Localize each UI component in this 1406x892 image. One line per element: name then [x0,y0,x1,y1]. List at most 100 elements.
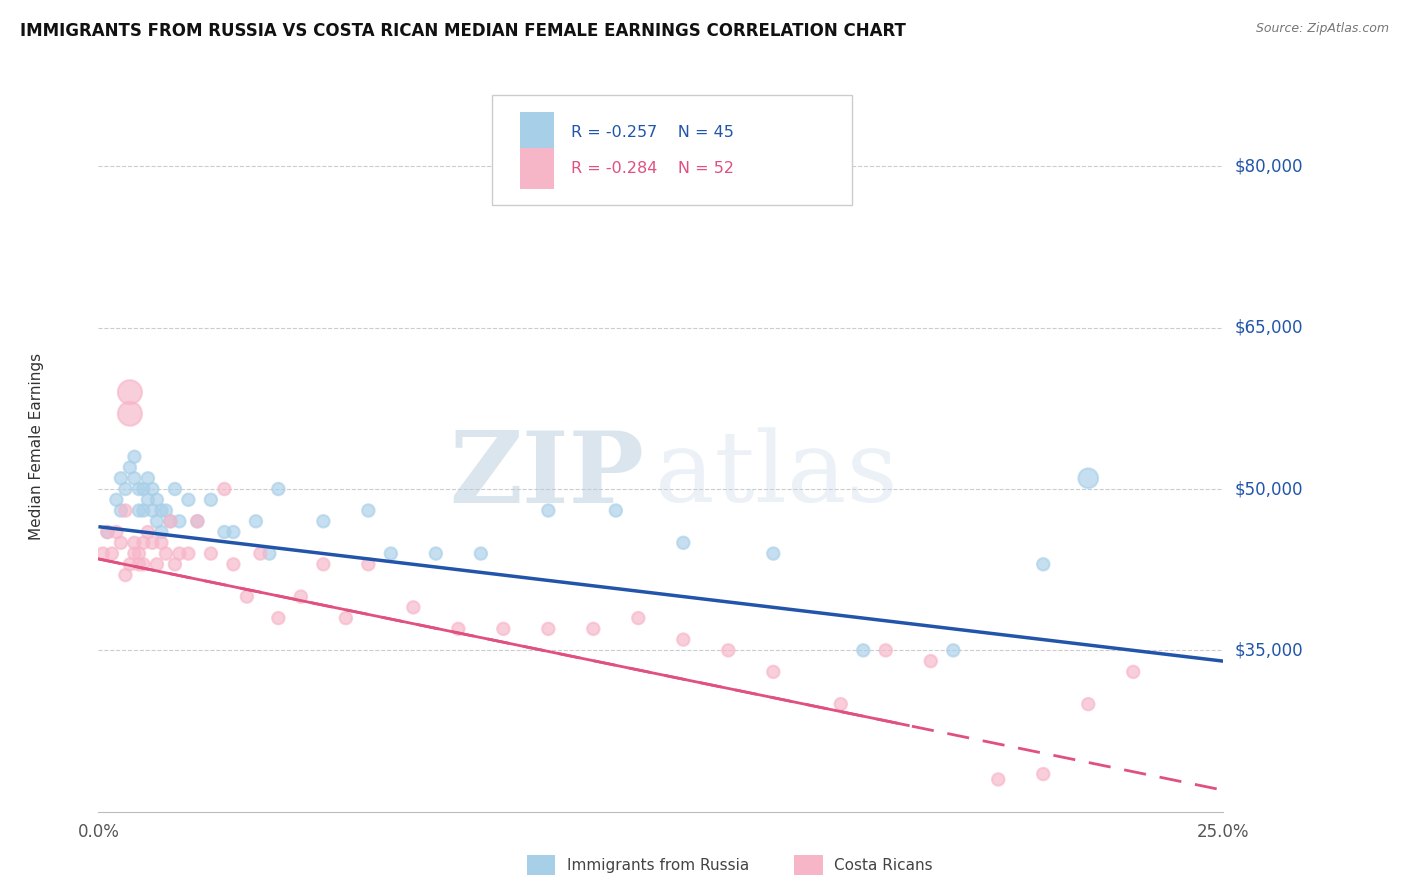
Point [582,622,605,636]
Point [249,547,271,561]
Point [118,460,141,475]
Point [537,622,560,636]
Point [214,482,236,496]
Point [447,622,470,636]
Point [114,482,136,496]
Point [105,492,128,507]
Point [177,547,200,561]
Point [627,611,650,625]
Point [236,590,259,604]
Point [186,514,208,528]
Point [163,482,186,496]
Text: $80,000: $80,000 [1234,157,1303,176]
Point [114,568,136,582]
Point [141,482,163,496]
Point [1122,665,1144,679]
Point [96,524,118,539]
Point [169,547,191,561]
Point [200,492,222,507]
Point [132,503,155,517]
Point [830,697,852,711]
Text: $50,000: $50,000 [1234,480,1303,498]
Point [128,482,150,496]
Point [875,643,897,657]
Point [357,503,380,517]
Point [920,654,942,668]
Point [267,611,290,625]
Point [312,514,335,528]
Point [146,492,169,507]
Point [128,547,150,561]
Point [110,536,132,550]
Point [163,558,186,572]
Point [942,643,965,657]
FancyBboxPatch shape [520,148,554,188]
Point [267,482,290,496]
Point [118,558,141,572]
Text: Costa Ricans: Costa Ricans [834,858,932,872]
Text: atlas: atlas [655,427,898,523]
Point [222,558,245,572]
Text: $35,000: $35,000 [1234,641,1303,659]
Point [717,643,740,657]
Point [146,514,169,528]
Point [214,524,236,539]
Point [155,503,177,517]
Point [762,665,785,679]
Point [186,514,208,528]
Point [124,536,146,550]
Point [259,547,281,561]
Text: R = -0.284    N = 52: R = -0.284 N = 52 [571,161,734,177]
Point [105,524,128,539]
Point [605,503,627,517]
Point [91,547,114,561]
Point [132,558,155,572]
Point [1077,471,1099,485]
Point [124,450,146,464]
Point [155,547,177,561]
Point [245,514,267,528]
Point [136,492,159,507]
Point [110,503,132,517]
Point [380,547,402,561]
Point [146,558,169,572]
Point [118,407,141,421]
Point [672,632,695,647]
Point [141,503,163,517]
Point [132,536,155,550]
Point [987,772,1010,787]
FancyBboxPatch shape [492,95,852,204]
Point [177,492,200,507]
Point [124,471,146,485]
Point [1032,767,1054,781]
Point [200,547,222,561]
Point [150,503,173,517]
Point [672,536,695,550]
Point [425,547,447,561]
Point [96,524,118,539]
Point [169,514,191,528]
Point [159,514,181,528]
Point [114,503,136,517]
Point [118,385,141,400]
Point [402,600,425,615]
Point [128,558,150,572]
Point [537,503,560,517]
Point [124,547,146,561]
Point [852,643,875,657]
Text: R = -0.257    N = 45: R = -0.257 N = 45 [571,125,734,140]
Text: Median Female Earnings: Median Female Earnings [30,352,44,540]
Point [128,503,150,517]
Text: ZIP: ZIP [449,426,644,524]
Point [357,558,380,572]
Point [136,471,159,485]
Point [335,611,357,625]
Point [470,547,492,561]
Point [222,524,245,539]
Point [290,590,312,604]
Point [1032,558,1054,572]
Point [141,536,163,550]
Point [150,524,173,539]
Point [159,514,181,528]
Point [1077,697,1099,711]
